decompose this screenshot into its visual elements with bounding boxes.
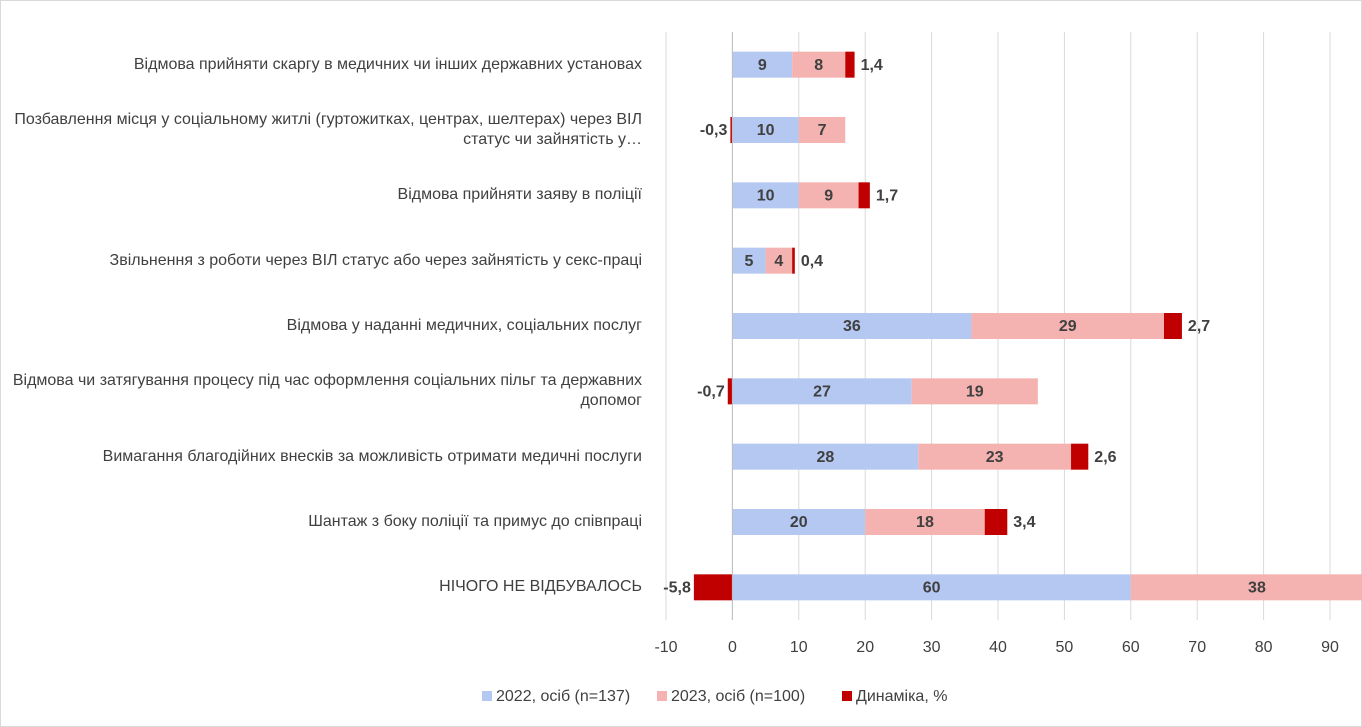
bar — [727, 378, 733, 405]
data-label: 10 — [757, 188, 775, 205]
data-label: 9 — [824, 188, 833, 205]
x-tick-label: 70 — [1188, 639, 1206, 656]
data-label: 20 — [790, 514, 808, 531]
data-label: 38 — [1248, 580, 1266, 597]
data-label: 1,4 — [861, 57, 883, 74]
bar — [865, 509, 985, 535]
x-tick-label: 0 — [728, 639, 737, 656]
category-label: Вимагання благодійних внесків за можливі… — [102, 447, 642, 465]
data-label: -0,3 — [700, 122, 728, 139]
bar — [765, 247, 793, 274]
x-tick-label: -10 — [654, 639, 677, 656]
legend-label: 2022, осіб (n=137) — [496, 688, 630, 705]
x-tick-label: 80 — [1255, 639, 1273, 656]
bar — [732, 443, 919, 470]
bar — [798, 182, 859, 209]
bar — [732, 313, 972, 339]
category-label: НІЧОГО НЕ ВІДБУВАЛОСЬ — [439, 578, 642, 596]
x-tick-label: 90 — [1321, 639, 1339, 656]
bar — [732, 574, 1131, 601]
data-label: 3,4 — [1013, 514, 1035, 531]
data-label: 7 — [818, 122, 827, 139]
bar — [792, 51, 846, 78]
bar — [918, 443, 1072, 470]
bar — [858, 182, 870, 209]
bar — [732, 247, 766, 274]
data-label: -5,8 — [663, 580, 691, 597]
bar — [798, 117, 846, 143]
data-label: 28 — [816, 449, 834, 466]
data-label: 2,7 — [1188, 318, 1210, 335]
legend-swatch — [657, 691, 667, 701]
data-label: 23 — [986, 449, 1004, 466]
bar — [730, 117, 733, 143]
x-tick-label: 40 — [989, 639, 1007, 656]
data-label: 29 — [1059, 318, 1077, 335]
data-label: 2,6 — [1094, 449, 1116, 466]
x-tick-label: 20 — [856, 639, 874, 656]
data-label: 36 — [843, 318, 861, 335]
data-label: 4 — [774, 253, 783, 270]
bar — [971, 313, 1164, 339]
x-tick-label: 50 — [1056, 639, 1074, 656]
data-label: 60 — [923, 580, 941, 597]
data-label: 8 — [814, 57, 823, 74]
data-label: -0,7 — [697, 384, 725, 401]
x-tick-label: 10 — [790, 639, 808, 656]
bar — [1130, 574, 1362, 601]
x-tick-label: 60 — [1122, 639, 1140, 656]
bar — [911, 378, 1038, 405]
legend-label: Динаміка, % — [856, 688, 947, 705]
legend-label: 2023, осіб (n=100) — [671, 688, 805, 705]
category-label: Відмова прийняти скаргу в медичних чи ін… — [133, 55, 642, 73]
data-label: 0,4 — [801, 253, 823, 270]
legend-swatch — [842, 691, 852, 701]
data-label: 18 — [916, 514, 934, 531]
data-label: 10 — [757, 122, 775, 139]
bar — [732, 509, 866, 535]
category-label: Звільнення з роботи через ВІЛ статус або… — [109, 251, 642, 269]
data-label: 27 — [813, 384, 831, 401]
bar — [1071, 443, 1089, 470]
bar — [732, 51, 793, 78]
x-tick-label: 30 — [923, 639, 941, 656]
bar — [984, 509, 1008, 535]
bar — [792, 247, 795, 274]
category-label: Шантаж з боку поліції та примус до співп… — [308, 513, 642, 530]
data-label: 5 — [745, 253, 754, 270]
category-label: Позбавлення місця у соціальному житлі (г… — [14, 111, 642, 148]
bar — [732, 378, 912, 405]
category-label: Відмова чи затягування процесу під час о… — [12, 372, 642, 410]
bar — [732, 117, 799, 143]
bar — [1164, 313, 1182, 339]
bar — [693, 574, 733, 601]
legend-swatch — [482, 691, 492, 701]
data-label: 1,7 — [876, 188, 898, 205]
data-label: 9 — [758, 57, 767, 74]
bar — [732, 182, 799, 209]
bar — [845, 51, 855, 78]
category-label: Відмова у наданні медичних, соціальних п… — [286, 317, 642, 334]
category-label: Відмова прийняти заяву в поліції — [397, 186, 642, 204]
data-label: 19 — [966, 384, 984, 401]
